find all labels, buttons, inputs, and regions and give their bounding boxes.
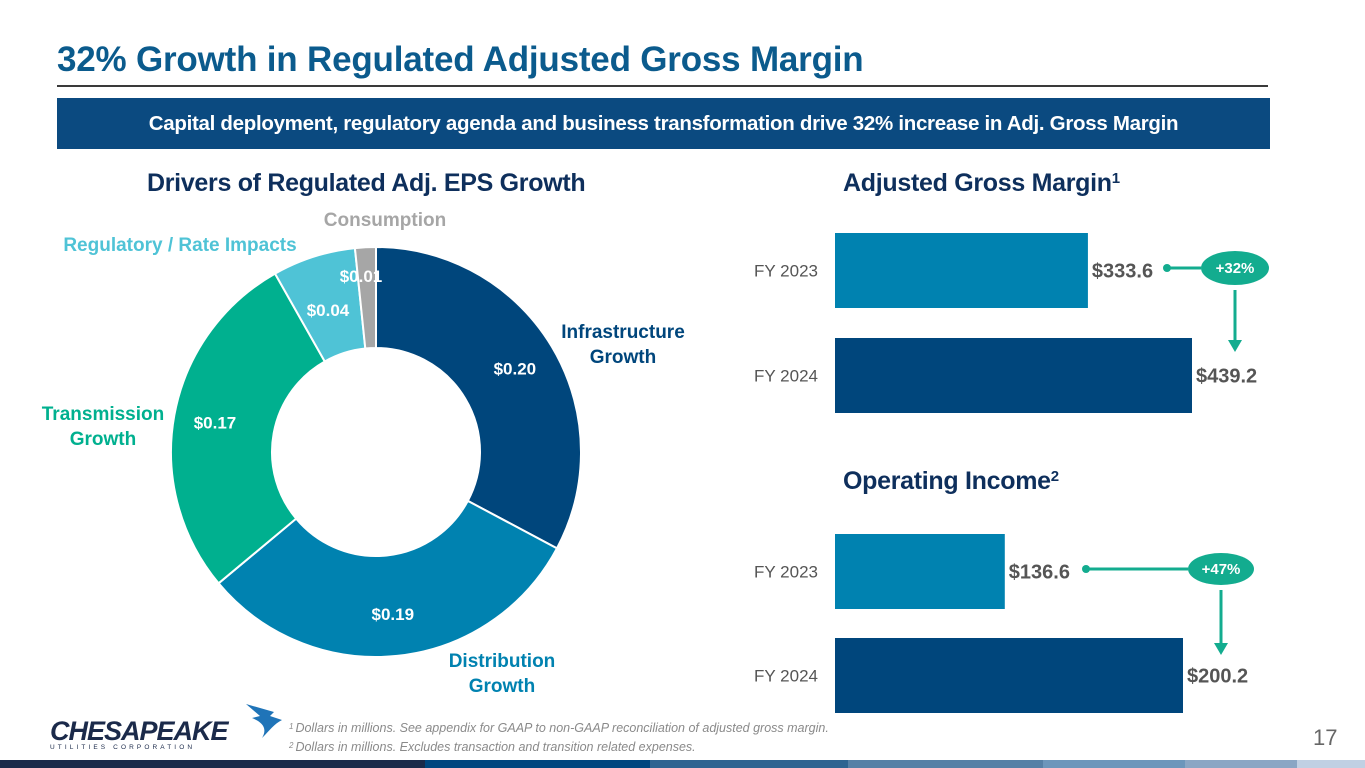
footnote-text: Dollars in millions. See appendix for GA… <box>295 721 829 735</box>
bar-fy-2024 <box>835 338 1192 413</box>
donut-value-label: $0.20 <box>494 360 537 379</box>
footnote-2: 2 Dollars in millions. Excludes transacti… <box>289 738 829 757</box>
logo-tagline: UTILITIES CORPORATION <box>50 744 195 750</box>
donut-chart-title: Drivers of Regulated Adj. EPS Growth <box>147 169 586 197</box>
category-label: FY 2023 <box>754 563 818 582</box>
bar-charts: FY 2023 $333.6 FY 2024 $439.2 +32% FY 2023 $1… <box>754 233 1269 713</box>
bar-value-label: $200.2 <box>1187 666 1248 688</box>
bar-value-label: $439.2 <box>1196 366 1257 388</box>
footnote-marker: 1 <box>289 722 294 731</box>
stripe-segment <box>1185 760 1297 768</box>
donut-slice-infrastructure-growth <box>375 245 582 550</box>
donut-value-label: $0.17 <box>194 414 237 433</box>
operating-income-bar-chart: FY 2023 $136.6 FY 2024 $200.2 +47% <box>754 534 1254 713</box>
stripe-segment <box>0 760 425 768</box>
footnotes: 1 Dollars in millions. See appendix for G… <box>289 719 829 757</box>
arrow-head <box>1228 340 1242 352</box>
bar-fy-2023 <box>835 534 1005 609</box>
bottom-color-stripe <box>0 760 1365 768</box>
donut-slice-distribution-growth <box>217 499 559 658</box>
bar-value-label: $136.6 <box>1009 562 1070 584</box>
footnote-text: Dollars in millions. Excludes transactio… <box>295 740 696 754</box>
eps-drivers-donut-chart: $0.20 $0.19 $0.17 $0.04 $0.01 Infrastructure… <box>42 210 685 697</box>
agm-chart-title: Adjusted Gross Margin1 <box>843 168 1120 198</box>
logo-wordmark: CHESAPEAKE <box>50 716 230 746</box>
stripe-segment <box>650 760 848 768</box>
footnote-1: 1 Dollars in millions. See appendix for G… <box>289 719 829 738</box>
agm-chart-title-text: Adjusted Gross Margin <box>843 169 1112 197</box>
stripe-segment <box>1297 760 1365 768</box>
donut-category-label: Transmission Growth <box>42 404 165 450</box>
category-label: FY 2024 <box>754 367 818 386</box>
donut-category-label: Regulatory / Rate Impacts <box>63 235 296 256</box>
adjusted-gross-margin-bar-chart: FY 2023 $333.6 FY 2024 $439.2 +32% <box>754 233 1269 413</box>
chesapeake-logo: CHESAPEAKE UTILITIES CORPORATION <box>50 704 282 750</box>
stripe-segment <box>848 760 1043 768</box>
donut-category-label: Distribution Growth <box>449 651 556 697</box>
arrow-head <box>1214 643 1228 655</box>
donut-slice-consumption <box>353 245 377 350</box>
growth-badge-label: +47% <box>1202 561 1241 578</box>
bird-icon <box>246 704 282 738</box>
donut-slice-transmission-growth <box>170 272 327 585</box>
page-number: 17 <box>1313 725 1338 750</box>
donut-category-label: Consumption <box>324 210 446 231</box>
oi-chart-title-text: Operating Income <box>843 467 1051 495</box>
oi-chart-title: Operating Income2 <box>843 466 1059 496</box>
stripe-segment <box>1043 760 1185 768</box>
bar-value-label: $333.6 <box>1092 261 1153 283</box>
title-divider <box>57 85 1268 87</box>
banner-text: Capital deployment, regulatory agenda an… <box>148 111 1179 135</box>
category-label: FY 2023 <box>754 262 818 281</box>
donut-value-label: $0.04 <box>307 301 350 320</box>
category-label: FY 2024 <box>754 667 818 686</box>
bar-fy-2024 <box>835 638 1183 713</box>
growth-badge <box>1188 553 1254 585</box>
growth-badge <box>1201 251 1269 285</box>
donut-value-label: $0.01 <box>340 267 383 286</box>
growth-badge-label: +32% <box>1216 260 1255 277</box>
bar-fy-2023 <box>835 233 1088 308</box>
footnote-marker: 1 <box>1111 170 1120 187</box>
donut-value-label: $0.19 <box>371 605 414 624</box>
donut-category-label: Infrastructure Growth <box>561 322 685 368</box>
stripe-segment <box>425 760 650 768</box>
page-title: 32% Growth in Regulated Adjusted Gross M… <box>57 40 864 79</box>
key-message-banner: Capital deployment, regulatory agenda an… <box>57 98 1270 149</box>
footnote-marker: 2 <box>289 741 294 750</box>
footnote-marker: 2 <box>1050 468 1059 485</box>
